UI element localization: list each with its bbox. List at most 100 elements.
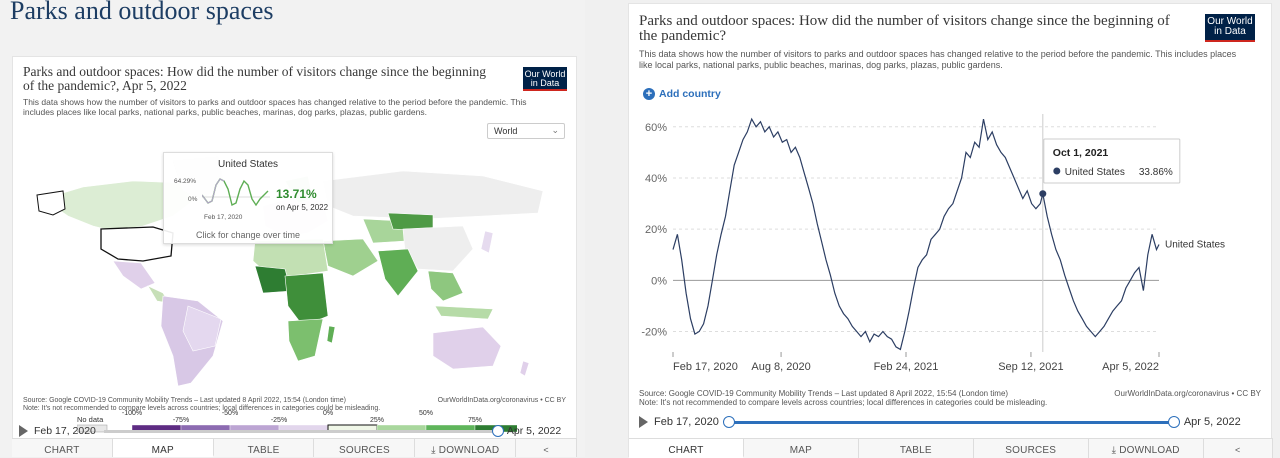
tab-download[interactable]: ⤓ DOWNLOAD: [1088, 439, 1204, 458]
map-region-central-africa[interactable]: [284, 272, 329, 327]
chart-tooltip-value: 33.86%: [1139, 167, 1173, 178]
map-region-japan[interactable]: [480, 230, 494, 254]
tab-map[interactable]: MAP: [112, 439, 214, 457]
map-region-india[interactable]: [377, 248, 419, 297]
map-tab-bar: CHART MAP TABLE SOURCES ⤓ DOWNLOAD <: [12, 438, 578, 457]
y-tick-label: 20%: [645, 224, 667, 236]
chart-source-text: Source: Google COVID-19 Community Mobili…: [639, 389, 1009, 398]
tab-table[interactable]: TABLE: [858, 439, 974, 458]
map-region-mexico[interactable]: [112, 260, 156, 290]
chart-tooltip-date: Oct 1, 2021: [1053, 147, 1109, 159]
x-tick-label: Aug 8, 2020: [751, 361, 810, 373]
chart-source-url[interactable]: OurWorldInData.org/coronavirus • CC BY: [1114, 389, 1261, 398]
chart-title: Parks and outdoor spaces: How did the nu…: [639, 13, 1170, 44]
chart-tab-bar: CHART MAP TABLE SOURCES ⤓ DOWNLOAD <: [629, 438, 1273, 458]
map-region-russia[interactable]: [322, 170, 544, 220]
y-tick-label: 60%: [645, 122, 667, 134]
legend-label-bottom: -75%: [173, 417, 189, 424]
tooltip-zero-label: 0%: [188, 196, 198, 203]
timeline-end-label: Apr 5, 2022: [506, 425, 562, 437]
x-tick-label: Apr 5, 2022: [1102, 361, 1159, 373]
map-region-brazil[interactable]: [182, 305, 222, 352]
share-icon[interactable]: <: [516, 439, 578, 457]
tooltip-start-label: Feb 17, 2020: [204, 214, 243, 221]
add-country-button[interactable]: + Add country: [643, 88, 721, 100]
chart-subtitle: This data shows how the number of visito…: [639, 49, 1237, 70]
plus-icon: +: [643, 88, 655, 100]
legend-label-bottom: 75%: [468, 417, 482, 424]
timeline-start-label: Feb 17, 2020: [654, 416, 719, 428]
timeline-end-label: Apr 5, 2022: [1183, 416, 1241, 428]
chart-tooltip: [1043, 138, 1181, 184]
map-region-alaska[interactable]: [36, 190, 66, 216]
map-region-madagascar[interactable]: [326, 325, 336, 344]
share-icon[interactable]: <: [1203, 439, 1273, 458]
map-region-southeast-asia[interactable]: [427, 270, 464, 302]
map-region-new-zealand[interactable]: [519, 360, 530, 377]
map-source-url[interactable]: OurWorldInData.org/coronavirus • CC BY: [437, 397, 566, 404]
map-note-text: Note: It's not recommended to compare le…: [23, 405, 381, 412]
chart-timeline[interactable]: Feb 17, 2020 Apr 5, 2022: [639, 415, 1264, 428]
tooltip-hint: Click for change over time: [195, 230, 301, 240]
timeline-track[interactable]: [103, 424, 504, 437]
owid-logo[interactable]: Our World in Data: [1205, 14, 1255, 42]
legend-label-bottom: -25%: [271, 417, 287, 424]
tab-table[interactable]: TABLE: [213, 439, 315, 457]
map-region-united-states[interactable]: [100, 226, 174, 262]
tooltip-sparkline: [202, 178, 270, 207]
page-heading: Parks and outdoor spaces: [10, 0, 274, 25]
map-panel: Parks and outdoor spaces Parks and outdo…: [0, 0, 585, 457]
map-region-middle-east[interactable]: [322, 238, 379, 277]
tab-sources[interactable]: SOURCES: [314, 439, 416, 457]
y-tick-label: 40%: [645, 173, 667, 185]
map-region-indonesia[interactable]: [434, 305, 494, 320]
map-source-text: Source: Google COVID-19 Community Mobili…: [23, 397, 346, 404]
x-tick-label: Feb 17, 2020: [673, 361, 738, 373]
highlight-point: [1039, 190, 1047, 198]
map-region-southern-africa[interactable]: [287, 318, 324, 362]
tooltip-country: United States: [217, 159, 279, 170]
tooltip-max-label: 64.29%: [174, 178, 197, 185]
x-tick-label: Feb 24, 2021: [874, 361, 939, 373]
chart-tooltip-swatch: [1053, 167, 1061, 175]
chart-source: Source: Google COVID-19 Community Mobili…: [639, 389, 1109, 407]
series-line-united-states: [672, 117, 1160, 351]
map-region-australia[interactable]: [432, 326, 502, 370]
owid-logo[interactable]: Our World in Data: [523, 67, 567, 91]
timeline-knob[interactable]: [491, 424, 504, 437]
y-tick-label: 0%: [651, 275, 667, 287]
chevron-down-icon: ⌄: [551, 125, 559, 135]
map-tooltip: United States 64.29% 0% Feb 17, 2020 13.…: [163, 152, 333, 244]
chart-note-text: Note: It's not recommended to compare le…: [639, 398, 1048, 407]
map-source: Source: Google COVID-19 Community Mobili…: [23, 397, 568, 413]
map-title: Parks and outdoor spaces: How did the nu…: [23, 64, 487, 93]
legend-label-bottom: 25%: [370, 417, 384, 424]
y-tick-label: -20%: [641, 327, 667, 339]
add-country-label: Add country: [659, 88, 721, 100]
tooltip-value: 13.71%: [276, 187, 317, 201]
legend-no-data-swatch: [77, 424, 108, 433]
play-icon[interactable]: [19, 425, 28, 437]
timeline-start-label: Feb 17, 2020: [34, 425, 96, 437]
region-select-value: World: [494, 126, 518, 136]
timeline-end-knob[interactable]: [1167, 415, 1180, 428]
tab-chart[interactable]: CHART: [12, 439, 113, 457]
legend-no-data-label: No data: [77, 415, 104, 424]
tab-download[interactable]: ⤓ DOWNLOAD: [415, 439, 517, 457]
tab-map[interactable]: MAP: [743, 439, 859, 458]
legend-label-top: -50%: [222, 410, 238, 417]
region-select[interactable]: World ⌄: [487, 123, 565, 139]
legend-label-top: 50%: [419, 410, 433, 417]
map-timeline[interactable]: Feb 17, 2020 Apr 5, 2022: [19, 424, 569, 437]
timeline-start-knob[interactable]: [722, 415, 735, 428]
map-card: Parks and outdoor spaces: How did the nu…: [12, 56, 577, 457]
tab-sources[interactable]: SOURCES: [973, 439, 1089, 458]
play-icon[interactable]: [639, 416, 648, 428]
timeline-track[interactable]: [722, 415, 1180, 428]
chart-tooltip-series: United States: [1065, 167, 1125, 178]
tooltip-date: on Apr 5, 2022: [276, 203, 329, 212]
line-chart[interactable]: -20% 0% 20% 40% 60% Feb 17, 2020 Aug 8, 2020 Fe…: [629, 104, 1273, 384]
tab-chart[interactable]: CHART: [629, 439, 744, 458]
legend-label-top: 0%: [323, 410, 333, 417]
map-subtitle: This data shows how the number of visito…: [23, 97, 527, 117]
